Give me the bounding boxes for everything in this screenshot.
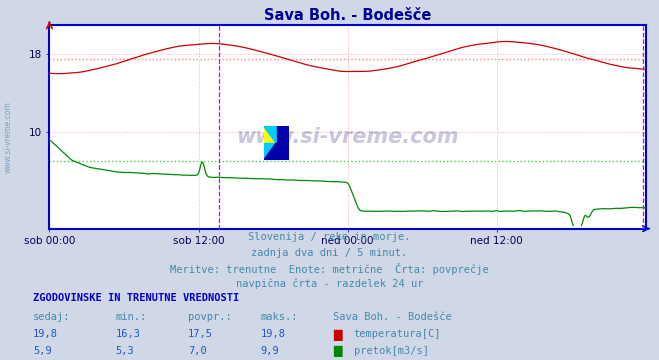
Text: zadnja dva dni / 5 minut.: zadnja dva dni / 5 minut. (251, 248, 408, 258)
Bar (264, 143, 276, 160)
Text: 5,3: 5,3 (115, 346, 134, 356)
Text: 5,9: 5,9 (33, 346, 51, 356)
Text: █: █ (333, 346, 341, 357)
Text: 7,0: 7,0 (188, 346, 206, 356)
Text: Sava Boh. - Bodešče: Sava Boh. - Bodešče (333, 312, 451, 322)
Text: navpična črta - razdelek 24 ur: navpična črta - razdelek 24 ur (236, 279, 423, 289)
Text: 9,9: 9,9 (260, 346, 279, 356)
Bar (276, 126, 289, 160)
Text: 19,8: 19,8 (260, 329, 285, 339)
Polygon shape (264, 143, 276, 160)
Text: min.:: min.: (115, 312, 146, 322)
Text: sedaj:: sedaj: (33, 312, 71, 322)
Text: 16,3: 16,3 (115, 329, 140, 339)
Text: Slovenija / reke in morje.: Slovenija / reke in morje. (248, 232, 411, 242)
Text: 19,8: 19,8 (33, 329, 58, 339)
Text: Meritve: trenutne  Enote: metrične  Črta: povprečje: Meritve: trenutne Enote: metrične Črta: … (170, 263, 489, 275)
Title: Sava Boh. - Bodešče: Sava Boh. - Bodešče (264, 8, 431, 23)
Text: www.si-vreme.com: www.si-vreme.com (237, 127, 459, 147)
Text: www.si-vreme.com: www.si-vreme.com (4, 101, 13, 173)
Text: povpr.:: povpr.: (188, 312, 231, 322)
Text: ZGODOVINSKE IN TRENUTNE VREDNOSTI: ZGODOVINSKE IN TRENUTNE VREDNOSTI (33, 293, 239, 303)
Bar (264, 126, 276, 143)
Polygon shape (264, 126, 276, 143)
Text: maks.:: maks.: (260, 312, 298, 322)
Text: █: █ (333, 329, 341, 341)
Text: 17,5: 17,5 (188, 329, 213, 339)
Text: pretok[m3/s]: pretok[m3/s] (354, 346, 429, 356)
Text: temperatura[C]: temperatura[C] (354, 329, 442, 339)
